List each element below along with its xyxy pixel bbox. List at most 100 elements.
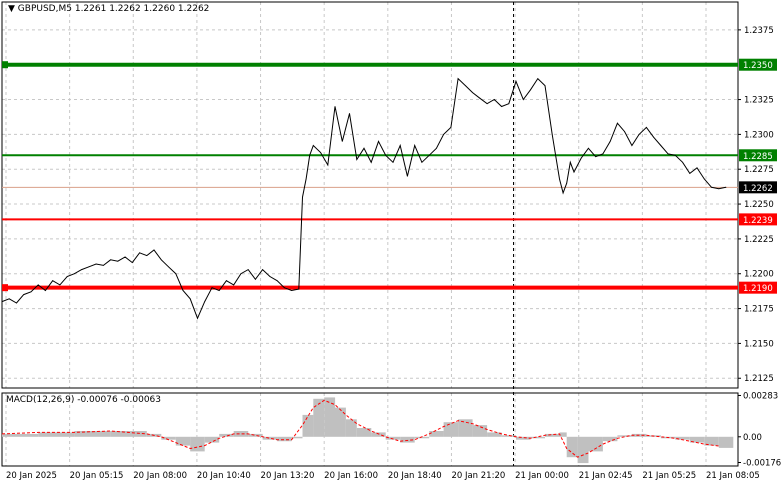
macd-histogram-bar: [233, 431, 249, 437]
price-point: [103, 265, 104, 266]
price-point: [189, 298, 191, 300]
price-point: [218, 290, 220, 291]
macd-histogram-bar: [458, 419, 473, 437]
level-price-label: 1.2190: [743, 284, 773, 294]
macd-histogram-bar: [559, 432, 567, 437]
macd-histogram-bar: [262, 436, 278, 440]
macd-histogram-bar: [204, 436, 220, 443]
macd-histogram-bar: [371, 432, 386, 437]
macd-histogram-bar: [414, 436, 430, 439]
level-price-tag: [739, 213, 777, 226]
level-price-tag: [739, 149, 777, 162]
price-point: [718, 188, 720, 190]
price-point: [81, 269, 82, 270]
price-point: [211, 287, 213, 289]
macd-histogram-bar: [602, 436, 618, 442]
price-point: [305, 178, 307, 180]
x-tick-label: 21 Jan 00:00: [515, 471, 569, 481]
price-point: [551, 134, 553, 135]
price-series: [1, 77, 727, 320]
macd-histogram-bar: [313, 398, 325, 437]
price-point: [385, 154, 387, 156]
price-point: [660, 145, 662, 146]
price-point: [682, 161, 683, 163]
y-tick-label: 1.2325: [744, 96, 774, 106]
price-point: [276, 280, 278, 282]
price-point: [421, 161, 423, 163]
macd-histogram-bar: [545, 433, 560, 437]
price-point: [8, 298, 10, 300]
price-point: [653, 136, 654, 138]
price-point: [580, 157, 582, 159]
y-tick-label: 1.2375: [744, 26, 774, 36]
current-price-tag: [739, 181, 777, 194]
price-point: [269, 276, 271, 277]
price-point: [515, 81, 517, 82]
y-tick-label: 1.2250: [744, 200, 774, 210]
price-point: [486, 103, 488, 105]
y-tick-label: 1.2175: [744, 305, 774, 315]
price-point: [37, 284, 39, 286]
macd-histogram-bar: [429, 431, 444, 437]
price-point: [327, 164, 329, 166]
macd-histogram-bar: [443, 422, 459, 437]
price-point: [124, 256, 126, 258]
price-point: [544, 85, 546, 86]
price-point: [537, 78, 539, 79]
price-point: [370, 161, 372, 163]
x-tick-label: 20 Jan 18:40: [388, 471, 442, 481]
price-point: [501, 106, 502, 107]
price-point: [168, 266, 169, 268]
dropdown-arrow-icon[interactable]: ▼: [8, 4, 18, 14]
price-point: [674, 154, 676, 156]
price-point: [312, 145, 314, 146]
price-point: [436, 147, 437, 149]
price-point: [117, 260, 119, 262]
symbol-name: GBPUSD,M5: [17, 4, 72, 14]
price-point: [262, 269, 263, 270]
x-tick-label: 20 Jan 10:40: [197, 471, 251, 481]
x-tick-label: 20 Jan 21:20: [451, 471, 505, 481]
level-handle: [2, 284, 8, 292]
price-point: [255, 278, 256, 280]
price-point: [407, 175, 408, 177]
price-point: [711, 186, 712, 188]
macd-histogram-bar: [718, 436, 734, 448]
price-point: [624, 131, 625, 133]
frame-layer: [1, 1, 739, 467]
macd-histogram-bar: [291, 436, 303, 439]
macd-histogram-bar: [248, 433, 263, 437]
price-point: [23, 294, 25, 295]
price-point: [334, 106, 336, 107]
x-tick-label: 21 Jan 02:45: [579, 471, 633, 481]
x-tick-label: 20 Jan 16:00: [324, 471, 378, 481]
price-point: [16, 302, 17, 304]
price-point: [472, 92, 473, 93]
price-point: [30, 291, 32, 293]
price-point: [703, 178, 705, 180]
y-tick-label: 1.2150: [744, 339, 774, 349]
macd-histogram-bar: [219, 433, 234, 437]
price-point: [160, 259, 162, 261]
level-price-tag: [739, 58, 777, 71]
price-point: [204, 301, 206, 302]
price-point: [363, 147, 365, 149]
macd-histogram-bar: [2, 433, 39, 437]
x-tick-label: 20 Jan 05:15: [70, 471, 124, 481]
price-point: [588, 147, 589, 149]
price-point: [725, 186, 727, 188]
x-tick-label: 20 Jan 13:20: [261, 471, 315, 481]
macd-histogram-bar: [345, 419, 357, 437]
price-point: [349, 113, 350, 114]
y-tick-label: 1.2125: [744, 374, 774, 384]
macd-histogram-bar: [302, 414, 314, 437]
macd-histogram-bar: [324, 397, 336, 437]
price-point: [399, 145, 401, 146]
price-point: [153, 249, 155, 251]
price-point: [197, 317, 198, 319]
price-point: [428, 154, 430, 156]
price-point: [233, 284, 235, 286]
price-point: [284, 287, 285, 289]
price-point: [573, 171, 575, 173]
